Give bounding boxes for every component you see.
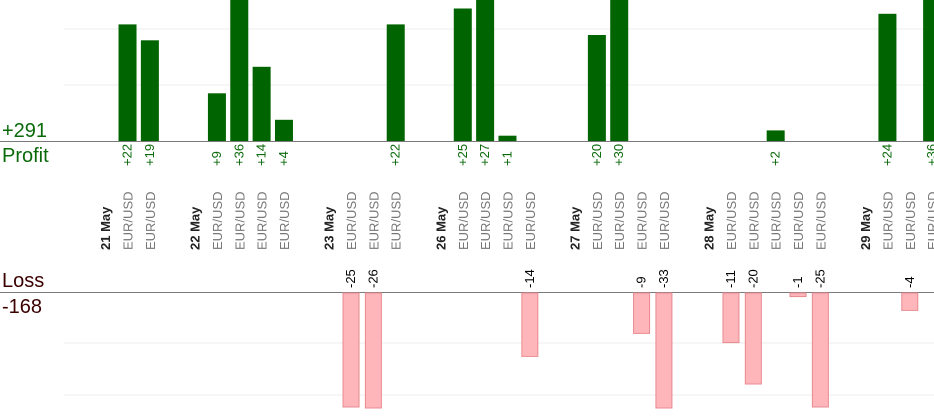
instrument-label: EUR/USD <box>210 191 225 250</box>
instrument-label: EUR/USD <box>255 191 270 250</box>
instrument-label: EUR/USD <box>746 191 761 250</box>
instrument-label: EUR/USD <box>366 191 381 250</box>
instrument-label: EUR/USD <box>590 191 605 250</box>
profit-bar <box>610 0 629 141</box>
instrument-label: EUR/USD <box>500 191 515 250</box>
loss-value-label: -25 <box>343 269 358 288</box>
loss-bar <box>722 292 740 344</box>
loss-total: -168 <box>2 296 43 318</box>
profit-value-label: +19 <box>142 144 157 166</box>
profit-value-label: +4 <box>276 151 291 166</box>
profit-bar <box>923 0 934 141</box>
date-label: 22 May <box>188 206 203 250</box>
loss-bar <box>901 292 919 311</box>
profit-value-label: +9 <box>209 151 224 166</box>
profit-value-label: +36 <box>924 144 934 166</box>
instrument-label: EUR/USD <box>635 191 650 250</box>
instrument-label: EUR/USD <box>523 191 538 250</box>
instrument-label: EUR/USD <box>880 191 895 250</box>
profit-bar <box>386 24 405 141</box>
loss-bar <box>789 292 807 298</box>
profit-value-label: +30 <box>611 144 626 166</box>
profit-bar <box>274 119 293 141</box>
profit-bar <box>118 24 137 141</box>
profit-value-label: +25 <box>455 144 470 166</box>
loss-bar <box>633 292 651 334</box>
profit-bar <box>587 35 606 141</box>
profit-value-label: +20 <box>589 144 604 166</box>
profit-bar <box>498 135 517 141</box>
loss-bar <box>744 292 762 385</box>
profit-bar <box>230 0 249 141</box>
profit-value-label: +27 <box>477 144 492 166</box>
profit-bar <box>766 130 785 141</box>
instrument-label: EUR/USD <box>724 191 739 250</box>
date-label: 28 May <box>702 206 717 250</box>
instrument-label: EUR/USD <box>657 191 672 250</box>
profit-bar <box>476 0 495 141</box>
date-label: 26 May <box>433 206 448 250</box>
loss-value-label: -14 <box>522 269 537 288</box>
profit-value-label: +2 <box>768 151 783 166</box>
profit-label: Profit <box>2 145 49 167</box>
loss-value-label: -25 <box>812 269 827 288</box>
instrument-label: EUR/USD <box>903 191 918 250</box>
profit-value-label: +22 <box>120 144 135 166</box>
profit-value-label: +24 <box>879 144 894 166</box>
loss-value-label: -11 <box>723 270 738 288</box>
profit-bar <box>252 66 271 141</box>
instrument-label: EUR/USD <box>121 191 136 250</box>
loss-bar <box>342 292 360 408</box>
instrument-label: EUR/USD <box>344 191 359 250</box>
loss-value-label: -20 <box>745 269 760 288</box>
loss-label: Loss <box>2 270 45 292</box>
loss-bar <box>811 292 829 408</box>
loss-value-label: -33 <box>656 269 671 288</box>
profit-value-label: +36 <box>231 144 246 166</box>
instrument-label: EUR/USD <box>456 191 471 250</box>
instrument-label: EUR/USD <box>925 191 934 250</box>
loss-value-label: -4 <box>902 276 917 288</box>
date-label: 27 May <box>568 206 583 250</box>
profit-total: +291 <box>2 120 48 142</box>
date-label: 21 May <box>98 206 113 250</box>
profit-bar <box>140 40 159 141</box>
loss-value-label: -9 <box>634 276 649 288</box>
loss-bar <box>655 292 673 409</box>
profit-bar <box>878 13 897 141</box>
profit-value-label: +22 <box>388 144 403 166</box>
instrument-label: EUR/USD <box>612 191 627 250</box>
profit-value-label: +1 <box>499 151 514 166</box>
instrument-label: EUR/USD <box>389 191 404 250</box>
instrument-label: EUR/USD <box>478 191 493 250</box>
loss-value-label: -1 <box>790 276 805 288</box>
instrument-label: EUR/USD <box>232 191 247 250</box>
instrument-label: EUR/USD <box>813 191 828 250</box>
instrument-label: EUR/USD <box>143 191 158 250</box>
instrument-label: EUR/USD <box>769 191 784 250</box>
date-label: 29 May <box>858 206 873 250</box>
date-label: 23 May <box>322 206 337 250</box>
instrument-label: EUR/USD <box>277 191 292 250</box>
instrument-label: EUR/USD <box>791 191 806 250</box>
loss-value-label: -26 <box>365 269 380 288</box>
loss-bar <box>521 292 539 357</box>
profit-bar <box>453 8 472 141</box>
profit-value-label: +14 <box>254 144 269 166</box>
profit-bar <box>207 93 226 141</box>
loss-bar <box>364 292 382 409</box>
